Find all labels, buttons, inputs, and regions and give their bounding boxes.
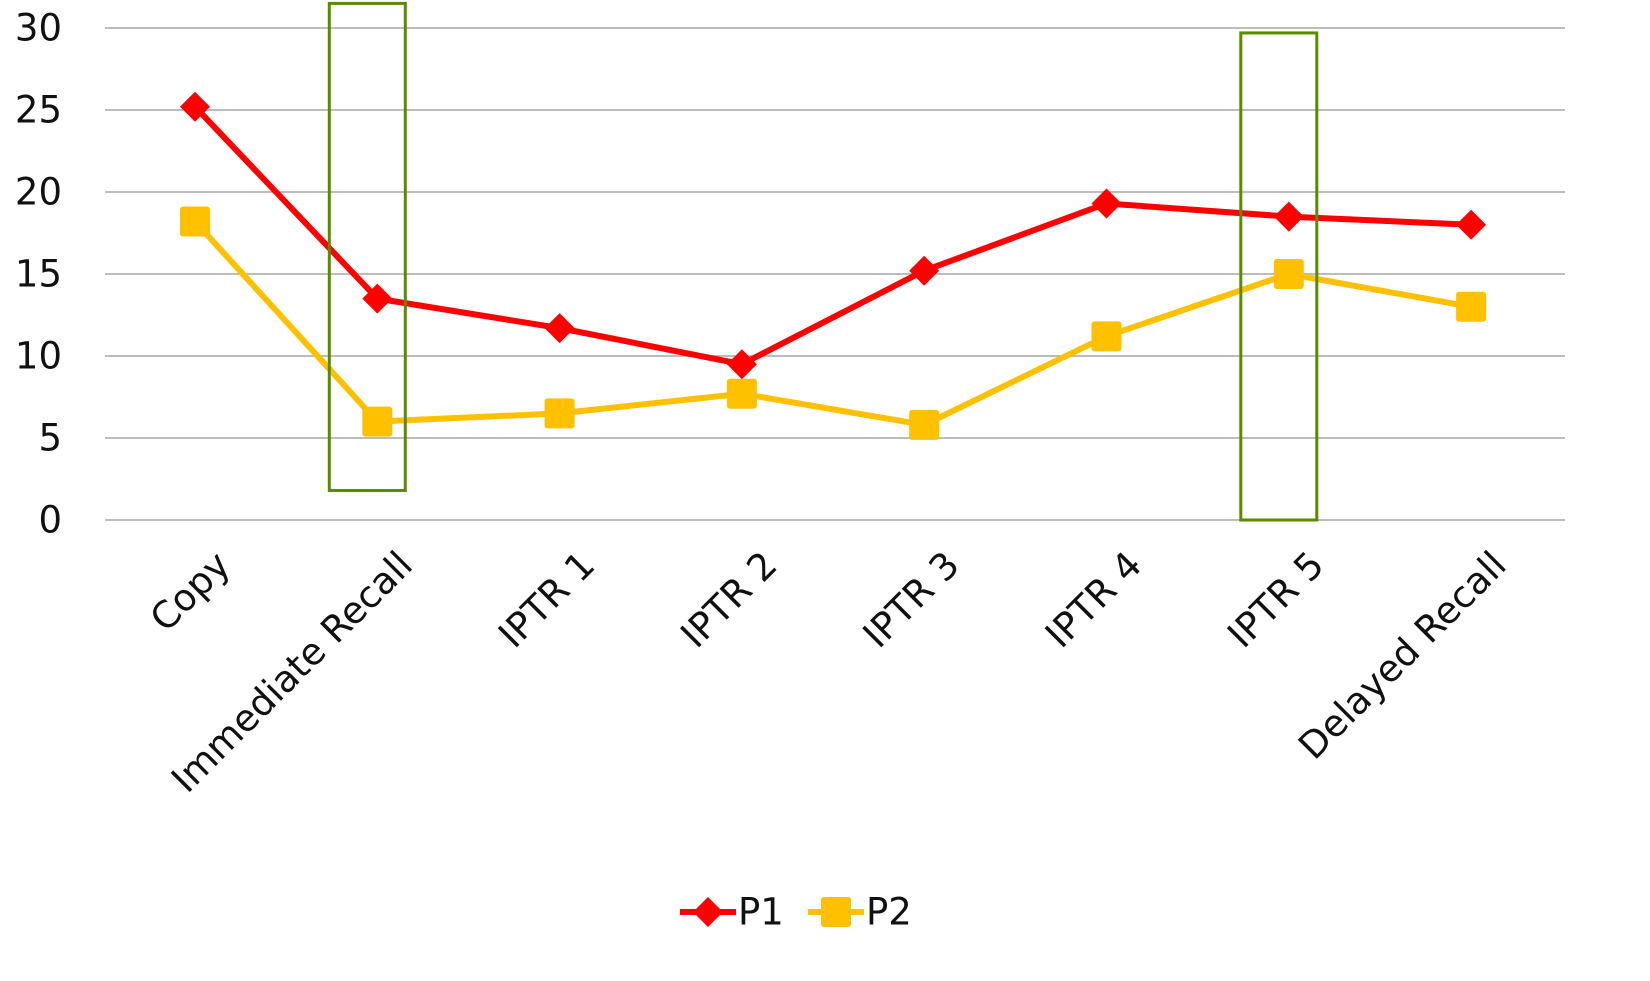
series-line-p2 [192, 218, 1475, 428]
highlight-box [327, 1, 407, 492]
y-tick-label: 20 [15, 171, 62, 214]
x-category-label: IPTR 1 [490, 543, 603, 656]
y-axis-ticks: 0 5 10 15 20 25 30 [15, 7, 62, 542]
data-point-p2 [1273, 259, 1304, 289]
x-category-label: IPTR 3 [855, 543, 968, 656]
data-point-p1 [180, 91, 210, 122]
series-p2 [180, 206, 1487, 440]
x-category-label: IPTR 2 [672, 543, 785, 656]
y-tick-label: 15 [15, 253, 62, 296]
data-point-p2 [1456, 291, 1487, 322]
data-point-p1 [726, 349, 757, 380]
series-lines [180, 91, 1487, 440]
data-point-p2 [544, 398, 575, 429]
legend-item-p1: P1 [680, 891, 784, 934]
highlight-boxes [327, 1, 1319, 522]
gridlines [105, 27, 1565, 521]
data-point-p1 [544, 313, 575, 344]
data-point-p1 [362, 283, 393, 314]
y-tick-label: 30 [15, 7, 62, 50]
legend-marker [821, 897, 851, 927]
data-point-p2 [726, 378, 757, 409]
highlight-box [1239, 31, 1319, 522]
data-point-p1 [1091, 188, 1122, 219]
data-point-p2 [909, 409, 940, 440]
x-category-label: Copy [142, 543, 239, 640]
legend: P1 P2 [680, 891, 912, 934]
series-line-p1 [192, 103, 1475, 368]
data-point-p2 [1091, 321, 1122, 352]
data-point-p2 [362, 406, 393, 437]
y-tick-label: 10 [15, 335, 62, 378]
x-category-label: IPTR 4 [1037, 543, 1150, 656]
x-category-label: IPTR 5 [1219, 543, 1332, 656]
data-point-p1 [1456, 209, 1487, 240]
data-point-p1 [909, 255, 940, 286]
y-tick-label: 25 [15, 89, 62, 132]
legend-label: P1 [738, 891, 784, 934]
legend-item-p2: P2 [808, 891, 912, 934]
legend-label: P2 [866, 891, 912, 934]
legend-marker [693, 897, 723, 927]
y-tick-label: 0 [38, 499, 62, 542]
data-point-p1 [1273, 201, 1304, 232]
data-point-p2 [180, 206, 210, 237]
y-tick-label: 5 [38, 417, 62, 460]
series-p1 [180, 91, 1487, 380]
